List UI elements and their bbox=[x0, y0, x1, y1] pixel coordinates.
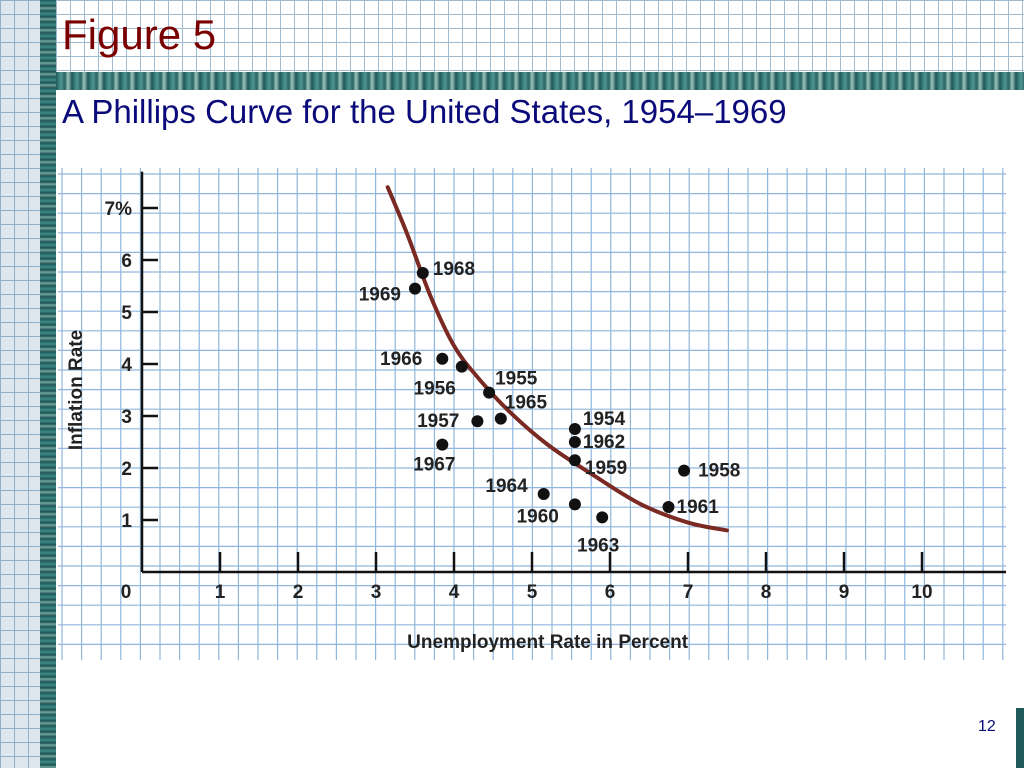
data-point-label: 1956 bbox=[414, 379, 456, 400]
data-point-label: 1955 bbox=[495, 369, 538, 390]
data-point bbox=[678, 464, 691, 477]
data-point-label: 1954 bbox=[583, 409, 626, 430]
data-point-label: 1966 bbox=[380, 349, 422, 370]
x-tick-label: 10 bbox=[911, 582, 932, 603]
y-tick-label: 1 bbox=[121, 511, 132, 532]
data-point bbox=[436, 352, 449, 365]
data-point bbox=[416, 267, 429, 279]
chart-subtitle: A Phillips Curve for the United States, … bbox=[62, 93, 787, 130]
data-point-label: 1965 bbox=[505, 393, 548, 414]
title-divider-band bbox=[56, 72, 1024, 90]
x-tick-label: 3 bbox=[371, 582, 382, 603]
data-point bbox=[568, 454, 581, 467]
data-point-label: 1957 bbox=[417, 411, 459, 432]
corner-decoration bbox=[1016, 708, 1024, 768]
data-point bbox=[471, 415, 484, 428]
x-tick-label: 8 bbox=[761, 582, 772, 603]
data-point bbox=[568, 423, 581, 435]
y-tick-label: 4 bbox=[121, 355, 132, 376]
y-tick-label: 2 bbox=[121, 459, 132, 480]
x-tick-label: 1 bbox=[215, 582, 226, 603]
data-point-label: 1958 bbox=[698, 461, 740, 482]
data-point bbox=[537, 488, 550, 500]
data-point bbox=[455, 360, 468, 373]
left-decorative-strip bbox=[40, 0, 56, 768]
x-tick-label: 6 bbox=[605, 582, 616, 603]
x-tick-label: 5 bbox=[527, 582, 538, 603]
x-tick-label: 7 bbox=[683, 582, 694, 603]
data-point-label: 1962 bbox=[583, 432, 625, 453]
data-point-label: 1961 bbox=[677, 497, 720, 518]
x-tick-label: 9 bbox=[839, 582, 850, 603]
x-tick-label: 0 bbox=[121, 582, 132, 603]
data-point bbox=[596, 511, 609, 524]
data-point-label: 1963 bbox=[577, 535, 619, 556]
data-points: 1954 1955 1956 1957 1958 1959 1960 1961 1962 1963… bbox=[359, 259, 741, 556]
data-point-label: 1969 bbox=[359, 285, 401, 306]
x-axis-label: Unemployment Rate in Percent bbox=[407, 632, 689, 653]
top-decorative-grid bbox=[56, 0, 1024, 72]
data-point bbox=[494, 412, 507, 425]
data-point bbox=[436, 438, 449, 451]
y-tick-label: 5 bbox=[121, 303, 132, 324]
axes bbox=[140, 171, 1006, 574]
y-axis-label: Inflation Rate bbox=[66, 330, 87, 450]
data-point-label: 1968 bbox=[433, 259, 475, 280]
data-point-label: 1964 bbox=[485, 476, 528, 497]
x-tick-label: 4 bbox=[449, 582, 460, 603]
tick-labels: 0 1 2 3 4 5 6 7 8 9 10 1 2 3 4 5 6 7% bbox=[105, 199, 933, 603]
grid-lines bbox=[58, 168, 1006, 660]
data-point bbox=[568, 498, 581, 511]
y-tick-label: 6 bbox=[121, 251, 132, 272]
data-point-label: 1967 bbox=[413, 455, 455, 476]
figure-label: Figure 5 bbox=[62, 11, 217, 58]
y-tick-label: 7% bbox=[105, 199, 133, 220]
data-point bbox=[568, 436, 581, 448]
y-tick-label: 3 bbox=[121, 407, 132, 428]
data-point bbox=[409, 282, 421, 295]
data-point bbox=[483, 386, 496, 399]
page-number: 12 bbox=[978, 718, 996, 735]
x-tick-label: 2 bbox=[293, 582, 304, 603]
data-point bbox=[662, 501, 675, 513]
data-point-label: 1959 bbox=[585, 458, 627, 479]
data-point-label: 1960 bbox=[517, 506, 559, 527]
